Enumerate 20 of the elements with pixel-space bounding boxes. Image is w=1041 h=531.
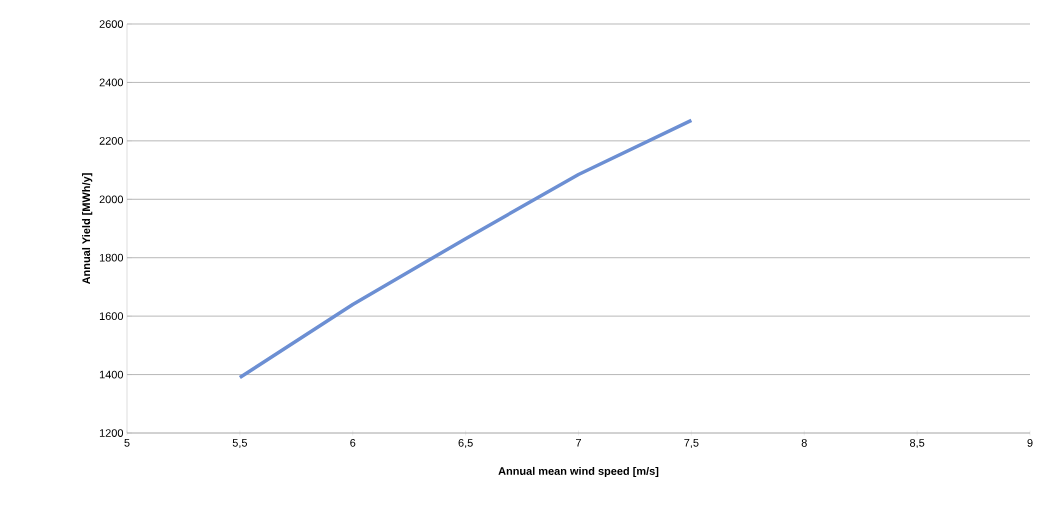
x-axis-title: Annual mean wind speed [m/s] xyxy=(498,466,659,478)
x-tick-label: 5,5 xyxy=(232,439,248,448)
x-tick-label: 8 xyxy=(801,439,807,447)
x-tick-label: 8,5 xyxy=(909,439,925,449)
y-axis-title: Annual Yield [MWh/y] xyxy=(82,173,93,285)
y-tick-label: 1600 xyxy=(99,312,124,321)
x-tick-label: 6,5 xyxy=(458,439,473,449)
y-tick-label: 2200 xyxy=(99,136,124,145)
x-tick-label: 9 xyxy=(1027,439,1033,447)
x-tick-label: 7 xyxy=(576,439,581,447)
y-tick-label: 1200 xyxy=(99,429,124,437)
x-tick-label: 6 xyxy=(350,439,356,447)
line-series xyxy=(238,118,694,380)
y-tick-label: 1800 xyxy=(99,253,124,262)
y-tick-label: 1400 xyxy=(99,370,124,379)
y-tick-label: 2000 xyxy=(99,195,124,204)
x-tick-label: 7,5 xyxy=(684,439,699,448)
y-tick-label: 2400 xyxy=(99,78,124,87)
y-tick-label: 2600 xyxy=(99,20,124,28)
x-tick-label: 5 xyxy=(124,439,130,447)
